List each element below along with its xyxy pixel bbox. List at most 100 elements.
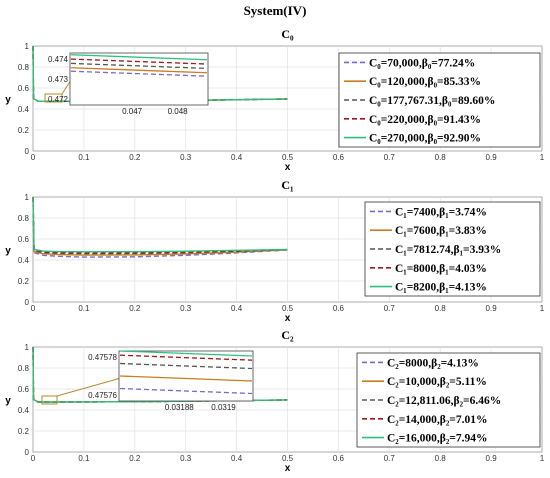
legend: C₀=70,000,β₀=77.24% C₀=120,000,β₀=85.33% C… [338, 52, 541, 148]
inset-y-tick: 0.474 [48, 55, 69, 64]
x-tick-label: 1 [540, 454, 545, 463]
inset-box [69, 52, 209, 106]
x-tick-label: 0.1 [78, 304, 90, 313]
legend-entry: C₁=7600,β₁=3.83% [395, 225, 487, 237]
zoom-region-box [44, 93, 63, 103]
x-tick-label: 0.9 [486, 304, 498, 313]
series-line-4 [32, 196, 288, 253]
inset-y-tick: 0.47578 [88, 353, 117, 362]
x-tick-label: 0.7 [384, 304, 396, 313]
x-tick-label: 0.6 [333, 304, 345, 313]
inset-x-tick: 0.048 [168, 107, 189, 116]
y-tick-label: 0 [25, 448, 30, 457]
x-tick-label: 0.8 [435, 454, 447, 463]
inset-x-tick: 0.047 [122, 107, 143, 116]
inset-series-line [119, 350, 253, 357]
x-tick-label: 0.6 [333, 153, 345, 162]
zoom-inset: 0.03188 0.0319 0.47576 0.47578 [41, 350, 254, 412]
inset-series-line [70, 62, 208, 70]
y-tick-label: 0.4 [18, 105, 30, 114]
legend-entry: C₀=177,767.31,β₀=89.60% [369, 95, 495, 107]
y-tick-label: 0.8 [18, 214, 30, 223]
legend-box [364, 201, 541, 297]
panel-1: C₁ 0 0.1 0.2 0.3 0.4 0.5 0.6 0.7 0.8 0.9 1 0 0.2 0.4 0.… [5, 178, 545, 324]
x-tick-label: 0.5 [282, 454, 294, 463]
x-tick-label: 0.7 [384, 153, 396, 162]
panel-title: C₂ [281, 328, 294, 342]
legend-entry: C₀=220,000,β₀=91.43% [369, 114, 481, 126]
inset-series-line [70, 54, 208, 61]
y-tick-label: 0.2 [18, 277, 30, 286]
y-tick-label: 1 [25, 343, 30, 352]
legend: C₂=8000,β₂=4.13% C₂=10,000,β₂=5.11% C₂=12,… [356, 352, 541, 448]
inset-series-line [70, 70, 208, 77]
inset-series-line [119, 387, 253, 395]
x-tick-label: 0.4 [231, 454, 243, 463]
x-tick-label: 0.1 [78, 153, 90, 162]
panel-0: C₀ 0 0.1 0.2 0.3 0.4 0.5 0.6 0.7 0.8 0.9 1 0 0.2 0.4 0.… [5, 27, 545, 173]
inset-series-line [70, 67, 208, 74]
legend-entry: C₂=8000,β₂=4.13% [387, 357, 479, 369]
series-line-1 [32, 196, 288, 256]
x-tick-label: 0.2 [129, 153, 141, 162]
y-tick-label: 0.6 [18, 235, 30, 244]
x-tick-label: 0.4 [231, 304, 243, 313]
x-tick-label: 0.5 [282, 304, 294, 313]
figure-title: System(IV) [244, 3, 307, 18]
x-tick-label: 1 [540, 304, 545, 313]
legend-entry: C₂=10,000,β₂=5.11% [387, 376, 487, 388]
x-tick-label: 0 [31, 454, 36, 463]
inset-y-tick: 0.473 [48, 75, 69, 84]
y-tick-label: 0.6 [18, 84, 30, 93]
legend-entry: C₁=8200,β₁=4.13% [395, 282, 487, 294]
x-tick-label: 0.2 [129, 304, 141, 313]
x-tick-label: 0 [31, 153, 36, 162]
x-tick-label: 0.8 [435, 153, 447, 162]
x-tick-label: 0.4 [231, 153, 243, 162]
legend-box [356, 352, 541, 448]
y-axis-label: y [5, 396, 11, 407]
y-tick-label: 1 [25, 42, 30, 51]
zoom-connector [56, 378, 120, 397]
x-tick-label: 0.5 [282, 153, 294, 162]
y-tick-label: 1 [25, 193, 30, 202]
y-tick-label: 0.6 [18, 385, 30, 394]
x-tick-label: 0.2 [129, 454, 141, 463]
inset-series-line [119, 375, 253, 382]
x-tick-label: 0.7 [384, 454, 396, 463]
x-axis-label: x [285, 463, 291, 474]
x-axis-label: x [285, 162, 291, 173]
series-line-0 [32, 196, 288, 258]
x-axis-label: x [285, 313, 291, 324]
zoom-connector [61, 81, 71, 95]
inset-y-tick: 0.472 [48, 95, 69, 104]
legend-entry: C₁=8000,β₁=4.03% [395, 263, 487, 275]
legend-entry: C₀=270,000,β₀=92.90% [369, 133, 481, 145]
x-tick-label: 0.8 [435, 304, 447, 313]
x-tick-label: 0.3 [180, 304, 192, 313]
x-tick-label: 0.9 [486, 454, 498, 463]
y-tick-label: 0.8 [18, 63, 30, 72]
y-tick-label: 0.8 [18, 364, 30, 373]
x-tick-label: 0 [31, 304, 36, 313]
y-axis-label: y [5, 95, 11, 106]
inset-x-tick: 0.0319 [211, 403, 236, 412]
panel-title: C₁ [281, 178, 294, 192]
y-tick-label: 0.2 [18, 427, 30, 436]
legend-entry: C₀=70,000,β₀=77.24% [369, 57, 475, 69]
legend: C₁=7400,β₁=3.74% C₁=7600,β₁=3.83% C₁=7812.… [364, 201, 541, 297]
legend-entry: C₁=7812.74,β₁=3.93% [395, 244, 501, 256]
zoom-inset: 0.047 0.048 0.472 0.473 0.474 [44, 52, 209, 116]
panel-2: C₂ 0 0.1 0.2 0.3 0.4 0.5 0.6 0.7 0.8 0.9 1 0 0.2 0.4 0.… [5, 328, 545, 474]
x-tick-label: 0.6 [333, 454, 345, 463]
x-tick-label: 0.3 [180, 153, 192, 162]
inset-series-line [119, 354, 253, 361]
inset-series-line [70, 58, 208, 65]
legend-entry: C₂=12,811.06,β₂=6.46% [387, 395, 501, 407]
inset-x-tick: 0.03188 [165, 403, 194, 412]
legend-entry: C₀=120,000,β₀=85.33% [369, 76, 481, 88]
y-tick-label: 0 [25, 298, 30, 307]
y-tick-label: 0 [25, 147, 30, 156]
zoom-region-box [41, 395, 58, 405]
